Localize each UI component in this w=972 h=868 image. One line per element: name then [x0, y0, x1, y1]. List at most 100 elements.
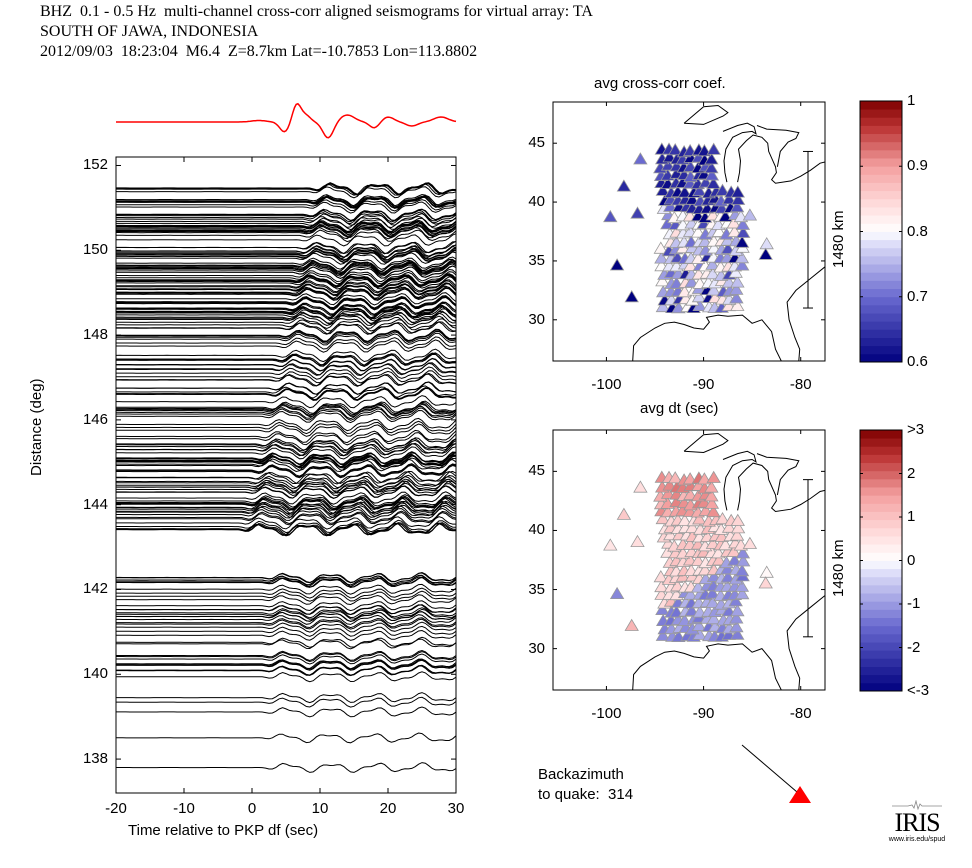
seismogram-trace — [116, 193, 456, 207]
seismogram-trace — [116, 432, 456, 446]
station-marker — [660, 486, 676, 499]
station-marker — [718, 209, 733, 222]
seismogram-trace — [116, 229, 456, 243]
title-line-3: 2012/09/03 18:23:04 M6.4 Z=8.7km Lat=-10… — [40, 43, 478, 60]
colorbar-band — [860, 174, 902, 183]
trace-group — [116, 182, 456, 773]
y-tick-label: 146 — [82, 410, 108, 428]
station-marker — [705, 595, 720, 608]
map-y-tick-label: 40 — [528, 193, 545, 211]
station-marker — [735, 217, 751, 230]
station-marker — [677, 613, 692, 626]
seismogram-trace — [116, 260, 456, 275]
colorbar-band — [860, 272, 902, 281]
seismogram-trace — [116, 446, 456, 460]
seismogram-trace — [116, 336, 456, 350]
seismogram-trace — [116, 295, 456, 309]
station-marker — [735, 225, 751, 238]
seismogram-trace — [116, 409, 456, 424]
seismogram-trace — [116, 653, 456, 665]
seismogram-trace — [116, 437, 456, 451]
seismogram-trace — [116, 659, 456, 671]
colorbar-band — [860, 190, 902, 200]
station-marker — [728, 265, 743, 278]
colorbar-tick-label: -1 — [907, 595, 921, 612]
y-tick-label: 152 — [82, 156, 108, 174]
station-marker — [655, 183, 671, 196]
seismogram-trace — [116, 611, 456, 623]
station-marker — [603, 209, 618, 223]
seismogram-logo-icon — [892, 800, 942, 810]
station-marker — [727, 553, 742, 566]
station-marker — [759, 565, 774, 578]
station-marker — [683, 258, 698, 272]
seismogram-trace — [116, 222, 456, 236]
seismogram-trace — [116, 329, 456, 343]
seismogram-trace — [116, 358, 456, 372]
iris-logo[interactable]: IRIS www.iris.edu/spud — [872, 800, 962, 844]
seismogram-trace — [116, 306, 456, 320]
colorbar-cross-corr — [859, 100, 903, 363]
seismogram-trace — [116, 271, 456, 285]
station-marker — [715, 512, 730, 525]
seismogram-trace — [116, 401, 456, 416]
seismogram-trace — [116, 706, 456, 718]
station-marker — [706, 569, 722, 582]
colorbar-band — [860, 568, 902, 578]
map-y-tick-label: 30 — [528, 639, 545, 657]
seismogram-trace — [116, 629, 456, 641]
colorbar-band — [860, 666, 902, 676]
colorbar-band — [860, 296, 902, 306]
seismogram-trace — [116, 443, 456, 457]
y-tick-label: 148 — [82, 326, 108, 344]
station-marker — [705, 267, 720, 280]
station-marker — [697, 563, 713, 576]
station-marker — [684, 603, 699, 617]
station-marker — [711, 553, 727, 566]
seismogram-trace — [116, 263, 456, 277]
colorbar-band — [860, 487, 902, 496]
coastline — [632, 314, 782, 361]
colorbar-band — [860, 593, 902, 602]
seismogram-trace — [116, 696, 456, 708]
colorbar-band — [860, 158, 902, 167]
seismogram-trace — [116, 510, 456, 525]
seismogram-trace — [116, 348, 456, 363]
seismogram-trace — [116, 279, 456, 293]
station-marker — [734, 587, 750, 600]
map-frame — [552, 101, 826, 362]
seismogram-trace — [116, 577, 456, 589]
seismogram-trace — [116, 617, 456, 629]
station-marker — [730, 604, 745, 617]
y-tick-label: 138 — [82, 750, 108, 768]
map-content — [603, 104, 825, 361]
seismogram-trace — [116, 370, 456, 384]
seismogram-trace — [116, 195, 456, 209]
map-x-tick-label: -90 — [692, 705, 715, 722]
seismogram-trace — [116, 247, 456, 262]
station-marker — [711, 224, 727, 237]
colorbar-band — [860, 682, 902, 692]
colorbar-tick-label: >3 — [907, 421, 925, 438]
seismogram-trace — [116, 247, 456, 261]
map-y-tick-label: 30 — [528, 310, 545, 328]
record-section-plot — [115, 102, 457, 794]
seismogram-trace — [116, 273, 456, 287]
colorbar-band — [860, 511, 902, 521]
seismogram-trace — [116, 339, 456, 353]
station-marker — [690, 225, 706, 238]
colorbar-tick-label: 0.7 — [907, 287, 928, 305]
colorbar-band — [860, 231, 902, 241]
station-marker — [706, 504, 721, 518]
backazimuth-label-1: Backazimuth — [538, 766, 624, 783]
colorbar-band — [860, 503, 902, 512]
seismogram-trace — [116, 671, 456, 683]
seismogram-trace — [116, 292, 456, 306]
colorbar-band — [860, 446, 902, 455]
station-marker — [624, 618, 639, 631]
seismogram-trace — [116, 240, 456, 255]
coastline — [786, 266, 825, 361]
station-marker — [704, 489, 719, 502]
station-marker — [705, 257, 720, 270]
